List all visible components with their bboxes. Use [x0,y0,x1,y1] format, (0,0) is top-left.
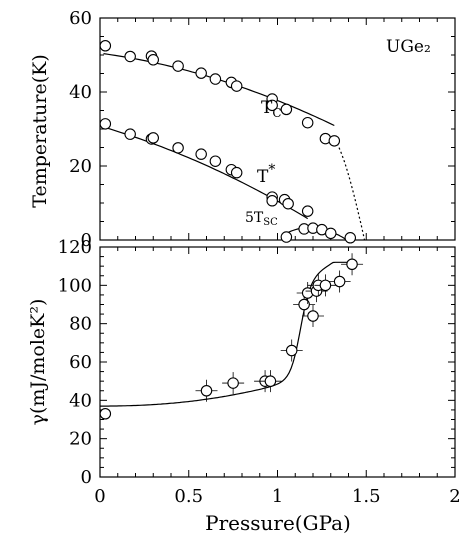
data-point-tc [124,50,136,63]
bottom-y-axis-label: γ(mJ/moleK²) [27,299,49,426]
data-point-t [99,118,112,130]
y-tick-label: 40 [69,82,92,103]
data-point-tc [328,135,341,147]
data-point-gamma [264,375,277,387]
bottom-ticks: 0 20 40 60 80 100 120 0 0.5 1 1.5 2 [58,237,461,507]
y-tick-label: 60 [69,352,92,373]
data-point-5tsc [324,227,337,240]
top-ticks: 0 20 40 60 [69,8,456,251]
series-label-5tsc: 5TSC [245,210,278,228]
data-point-tc [147,54,160,66]
series-label-tstar-sup: * [268,162,275,178]
data-point-gamma [298,298,310,311]
data-point-gamma [333,275,346,288]
data-point-t [209,155,222,167]
top-points [99,39,357,244]
x-tick-label: 1.5 [352,486,381,507]
x-tick-label: 0.5 [174,486,203,507]
series-label-tc-main: T [261,98,273,118]
tc-fit-curve [103,53,335,127]
y-tick-label: 0 [81,230,92,251]
data-point-t [301,205,314,217]
bottom-points [99,253,364,420]
data-point-gamma [227,377,239,389]
data-point-t [124,128,136,140]
data-point-tc [195,67,207,79]
data-point-t [172,142,184,154]
series-label-tstar-main: T [257,167,269,187]
y-tick-label: 0 [81,467,92,488]
data-point-5tsc [344,232,357,244]
y-tick-label: 80 [69,314,92,335]
series-label-tc: TC [261,98,282,120]
bottom-plot-frame [99,246,456,478]
series-label-tstar: T* [257,162,275,187]
y-tick-label: 20 [69,429,92,450]
data-point-gamma [99,407,112,420]
data-point-gamma [346,258,358,270]
y-tick-label: 60 [69,8,92,29]
x-tick-label: 2 [449,486,460,507]
x-tick-label: 0 [94,486,105,507]
data-point-t [266,195,278,207]
data-point-t [195,148,207,160]
series-label-5tsc-main: 5T [245,210,264,226]
data-point-gamma [319,279,332,292]
data-point-gamma [307,310,319,322]
data-point-tc [172,60,184,72]
data-point-gamma [200,384,213,397]
y-tick-label: 40 [69,390,92,411]
top-y-axis-label: Temperature(K) [29,54,51,208]
bottom-panel: 0 20 40 60 80 100 120 0 0.5 1 1.5 2 γ(mJ/moleK²) Pr… [27,237,461,535]
y-tick-label: 100 [58,275,92,296]
data-point-tc [209,73,222,85]
x-axis-label: Pressure(GPa) [205,511,351,535]
data-point-tc [280,103,293,116]
data-point-t [230,166,243,179]
tc-extrapolation-curve [333,139,366,241]
data-point-t [282,197,294,210]
data-point-tc [230,80,243,92]
y-tick-label: 20 [69,156,92,177]
data-point-tc [99,39,112,52]
series-label-5tsc-sub: SC [263,217,278,228]
data-point-gamma [285,344,298,357]
series-label-tc-sub: C [272,106,281,120]
data-point-t [147,132,160,144]
y-tick-label: 120 [58,237,92,258]
data-point-tc [266,99,278,112]
x-tick-label: 1 [272,486,283,507]
top-annotation-label: UGe₂ [386,37,431,57]
data-point-5tsc [280,231,293,243]
data-point-tc [301,116,314,129]
tstar-fit-curve [103,126,309,220]
